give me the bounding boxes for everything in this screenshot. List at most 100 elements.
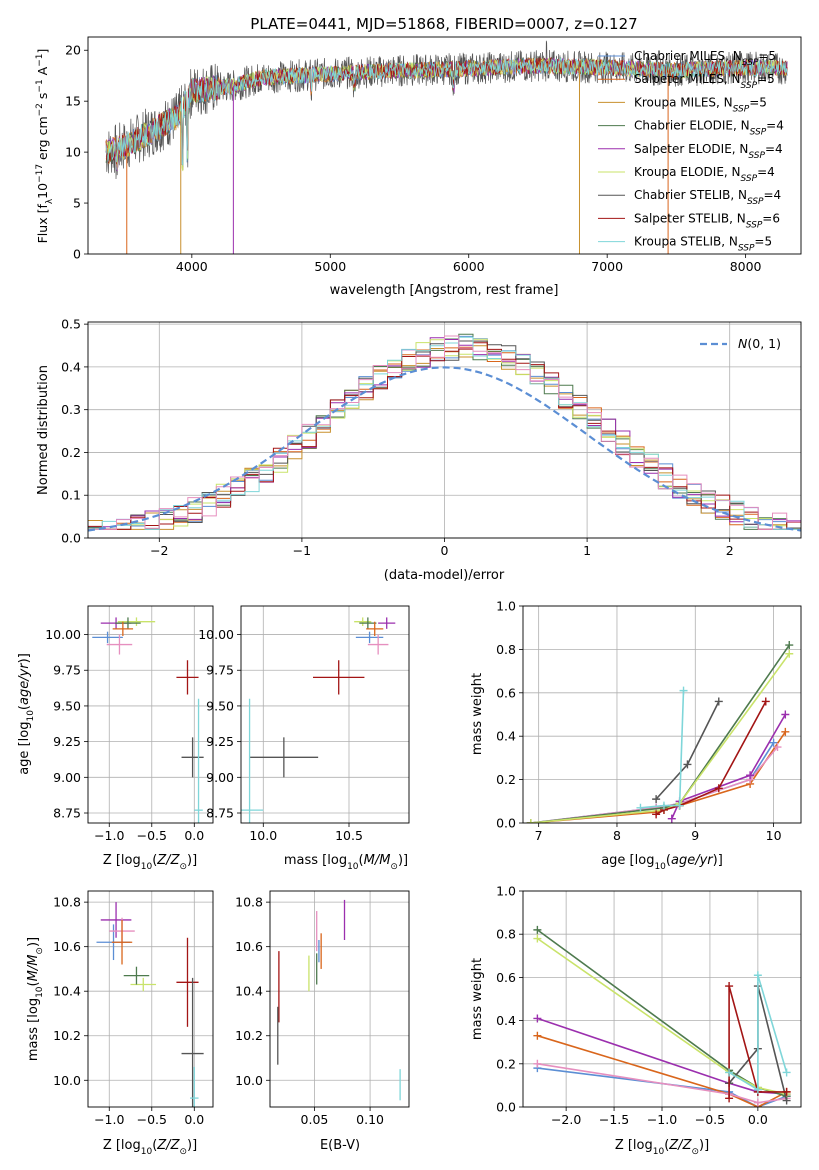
- y-tick-label: 0: [73, 247, 81, 262]
- weight-marker: [725, 1068, 734, 1077]
- plot-area: [105, 40, 788, 254]
- ticks: −1.0 −0.5 0.0 8.75 9.00 9.25 9.50 9.75 10.00: [45, 627, 204, 843]
- weight-marker: [753, 971, 762, 980]
- y-tick-label: 15: [65, 94, 81, 109]
- errorbar-point: [111, 919, 133, 965]
- plot-area: [88, 333, 801, 532]
- y-tick-label: 20: [65, 43, 81, 58]
- legend-entry: Kroupa ELODIE, NSSP=4: [634, 165, 775, 184]
- y-tick-label: 9.50: [53, 698, 81, 713]
- ticks: −2 −1 0 1 2 0.0 0.1 0.2 0.3 0.4 0.5: [61, 317, 734, 558]
- chart-title: PLATE=0441, MJD=51868, FIBERID=0007, z=0…: [250, 15, 637, 33]
- x-tick-label: −1.0: [94, 828, 124, 843]
- y-tick-label: 10.8: [235, 895, 263, 910]
- y-tick-label: 8.75: [53, 806, 81, 821]
- y-tick-label: 10.0: [53, 1073, 81, 1088]
- plot-area: [92, 617, 204, 823]
- errorbar-point: [100, 902, 132, 938]
- y-axis-label: mass weight: [470, 673, 485, 755]
- legend-entry: N(0, 1): [738, 336, 781, 351]
- x-axis-label: mass [log10(M/M⊙)]: [284, 853, 408, 872]
- y-tick-label: 10.2: [53, 1028, 81, 1043]
- x-tick-label: 6000: [453, 259, 485, 274]
- errorbar-point: [92, 631, 123, 644]
- weight-marker: [761, 697, 770, 706]
- panel-mass-vs-Z: −1.0 −0.5 0.0 10.0 10.2 10.4 10.6 10.8: [53, 890, 214, 1127]
- errorbar-point: [130, 977, 157, 992]
- y-tick-label: 1.0: [496, 884, 516, 899]
- histogram-step: [88, 335, 801, 530]
- x-tick-label: 9: [691, 828, 699, 843]
- x-tick-label: 4000: [176, 259, 208, 274]
- weight-marker: [652, 795, 661, 804]
- axes-frame: [240, 605, 410, 824]
- legend: N(0, 1): [700, 336, 781, 351]
- y-tick-label: 0.2: [61, 445, 81, 460]
- legend-entry: Salpeter ELODIE, NSSP=4: [634, 142, 783, 161]
- y-tick-label: 0.6: [496, 685, 516, 700]
- legend: Chabrier MILES, NSSP=5 Salpeter MILES, NS…: [598, 49, 784, 254]
- errorbar-point: [241, 698, 264, 823]
- x-tick-label: 7000: [591, 259, 623, 274]
- x-tick-label: 5000: [314, 259, 346, 274]
- x-tick-label: 0.0: [748, 1112, 768, 1127]
- x-axis-label: (data-model)/error: [384, 568, 505, 583]
- y-tick-label: 0.8: [496, 927, 516, 942]
- x-tick-label: −2.0: [551, 1112, 581, 1127]
- ticks: 7 8 9 10 0.0 0.2 0.4 0.6 0.8 1.0: [496, 599, 781, 844]
- weight-marker: [675, 801, 684, 810]
- x-tick-label: 8000: [730, 259, 762, 274]
- weight-line: [728, 974, 788, 1092]
- weight-marker: [773, 743, 782, 752]
- weight-marker: [533, 1031, 542, 1040]
- grid: [241, 606, 409, 823]
- errorbar-point: [190, 1066, 199, 1107]
- axes-frame: [269, 890, 410, 1108]
- errorbar-point: [176, 937, 199, 1027]
- y-axis-label: mass [log10(M/M⊙)]: [26, 937, 45, 1061]
- weight-line: [537, 1034, 787, 1107]
- axes-frame: [522, 605, 802, 824]
- grid: [270, 891, 409, 1107]
- x-tick-label: −1.0: [647, 1112, 677, 1127]
- errorbar-point: [359, 617, 377, 629]
- panel-spectrum: 4000 5000 6000 7000 8000 0 5 10 15 20: [65, 36, 802, 274]
- weight-marker: [769, 738, 778, 747]
- weight-line: [655, 701, 720, 800]
- x-tick-label: −0.5: [137, 828, 167, 843]
- y-tick-label: 10.0: [235, 1073, 263, 1088]
- weight-marker: [714, 697, 723, 706]
- weight-marker: [746, 771, 755, 780]
- ticks: −1.0 −0.5 0.0 10.0 10.2 10.4 10.6 10.8: [53, 895, 204, 1127]
- y-tick-label: 10.6: [53, 939, 81, 954]
- weight-line: [728, 985, 787, 1099]
- y-tick-label: 0.6: [496, 970, 516, 985]
- ticks: 10.0 10.5 8.75 9.00 9.25 9.50 9.75 10.00: [198, 627, 363, 843]
- weight-marker: [533, 925, 542, 934]
- x-tick-label: 8: [613, 828, 621, 843]
- x-tick-label: −1.0: [94, 1112, 124, 1127]
- y-tick-label: 10.2: [235, 1028, 263, 1043]
- legend-entry: Chabrier STELIB, NSSP=4: [634, 188, 781, 207]
- y-tick-label: 0.4: [496, 729, 516, 744]
- weight-series: [652, 697, 723, 804]
- y-tick-label: 9.25: [53, 734, 81, 749]
- legend-entry: Kroupa MILES, NSSP=5: [634, 95, 767, 114]
- weight-marker: [533, 934, 542, 943]
- errorbar-point: [123, 966, 150, 985]
- weight-line: [537, 1063, 787, 1104]
- weight-line: [530, 731, 786, 823]
- x-axis-label: E(B-V): [320, 1138, 360, 1153]
- x-tick-label: 0.10: [356, 1112, 384, 1127]
- x-axis-label: Z [log10(Z/Z⊙)]: [103, 1138, 197, 1157]
- axes-frame: [87, 890, 214, 1108]
- errorbar-point: [181, 977, 204, 1107]
- y-tick-label: 0.0: [61, 531, 81, 546]
- y-tick-label: 0.4: [61, 359, 81, 374]
- legend-entry: Chabrier MILES, NSSP=5: [634, 49, 776, 68]
- weight-marker: [683, 760, 692, 769]
- axes-frame: [87, 36, 802, 255]
- weight-marker: [753, 1098, 762, 1107]
- y-tick-label: 9.50: [206, 698, 234, 713]
- axes-frame: [87, 605, 214, 824]
